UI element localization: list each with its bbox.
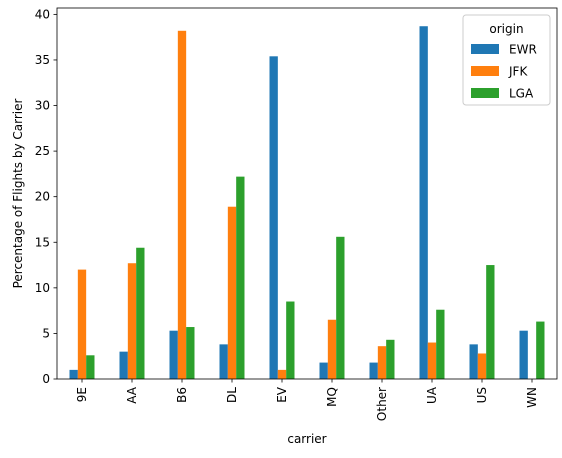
y-axis-label: Percentage of Flights by Carrier <box>11 99 25 289</box>
plot-frame <box>56 7 558 380</box>
y-tick-label: 25 <box>35 144 50 158</box>
bar-ewr-aa <box>119 351 128 379</box>
legend-swatch-lga <box>471 88 499 98</box>
bars-group <box>69 26 545 380</box>
x-tick-label: DL <box>225 387 239 403</box>
y-tick-label: 35 <box>35 53 50 67</box>
bar-lga-wn <box>536 321 545 379</box>
x-tick-label: B6 <box>175 387 189 403</box>
y-tick-label: 30 <box>35 99 50 113</box>
bar-lga-ev <box>286 301 295 379</box>
x-tick-label: EV <box>275 386 289 403</box>
bar-ewr-dl <box>219 344 228 379</box>
x-tick-label: WN <box>525 387 539 408</box>
y-tick-label: 0 <box>42 372 50 386</box>
x-tick-label: US <box>475 387 489 403</box>
bar-ewr-wn <box>519 330 528 379</box>
bar-ewr-b6 <box>169 330 178 379</box>
legend-swatch-jfk <box>471 66 499 76</box>
x-tick-label: UA <box>425 386 439 404</box>
bar-ewr-mq <box>319 362 328 379</box>
legend-box <box>462 14 551 106</box>
y-tick-label: 5 <box>42 326 50 340</box>
bar-lga-us <box>486 265 495 379</box>
x-tick-label: Other <box>375 387 389 421</box>
y-tick-label: 10 <box>35 281 50 295</box>
x-axis: 9E AA B6 DL EV MQ Other UA US WN <box>75 379 539 421</box>
bar-jfk-other <box>377 346 387 379</box>
bar-ewr-other <box>369 362 378 379</box>
legend-label-lga: LGA <box>509 87 534 101</box>
bar-lga-dl <box>236 176 245 379</box>
bar-ewr-ev <box>269 56 278 380</box>
legend: origin EWR JFK LGA <box>462 14 551 106</box>
bar-jfk-aa <box>127 263 137 379</box>
bar-ewr-ua <box>419 26 428 379</box>
bar-lga-b6 <box>186 327 195 379</box>
legend-title: origin <box>489 22 523 36</box>
bar-lga-9e <box>86 355 95 379</box>
bar-jfk-b6 <box>177 30 187 379</box>
bar-lga-aa <box>136 247 145 379</box>
legend-label-ewr: EWR <box>509 43 537 57</box>
x-tick-label: AA <box>125 386 139 404</box>
bar-jfk-ev <box>277 369 287 379</box>
y-axis: 0 5 10 15 20 25 30 35 40 <box>35 7 57 386</box>
y-tick-label: 40 <box>35 7 50 21</box>
bar-ewr-us <box>469 344 478 379</box>
x-tick-label: MQ <box>325 387 339 407</box>
legend-swatch-ewr <box>471 44 499 54</box>
y-tick-label: 15 <box>35 235 50 249</box>
bar-jfk-ua <box>427 342 437 379</box>
x-axis-label: carrier <box>287 432 326 446</box>
legend-label-jfk: JFK <box>508 65 528 79</box>
bar-jfk-dl <box>227 206 237 379</box>
y-tick-label: 20 <box>35 190 50 204</box>
bar-lga-ua <box>436 309 445 379</box>
bar-jfk-mq <box>327 319 337 379</box>
bar-lga-mq <box>336 236 345 379</box>
bar-jfk-9e <box>77 269 87 379</box>
bar-jfk-us <box>477 353 487 379</box>
bar-lga-other <box>386 339 395 379</box>
bar-ewr-9e <box>69 369 78 379</box>
x-tick-label: 9E <box>75 387 89 402</box>
